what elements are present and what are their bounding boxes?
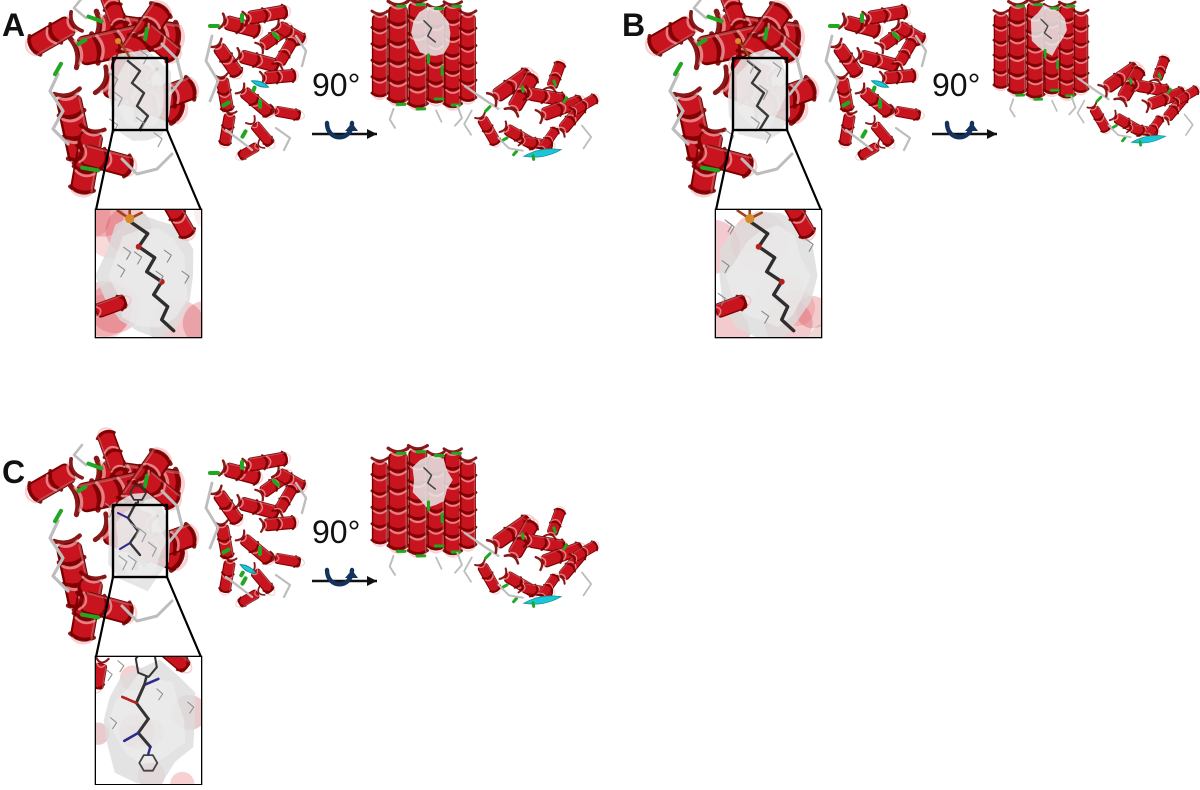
svg-text:90°: 90° — [312, 514, 360, 550]
svg-text:A: A — [2, 7, 25, 43]
svg-text:90°: 90° — [312, 67, 360, 103]
svg-text:C: C — [2, 454, 25, 490]
svg-text:90°: 90° — [932, 67, 980, 103]
svg-text:B: B — [622, 7, 645, 43]
